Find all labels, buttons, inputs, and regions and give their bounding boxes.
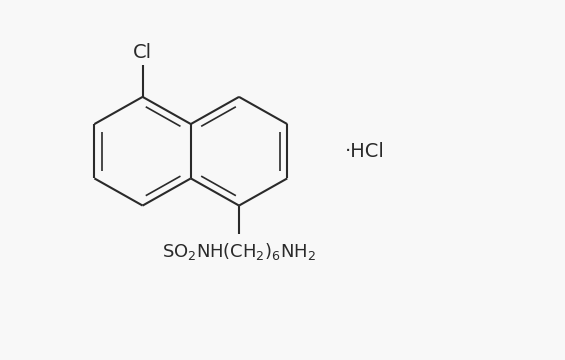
Text: ·HCl: ·HCl	[345, 142, 385, 161]
Text: $\mathregular{SO_2NH(CH_2)_6NH_2}$: $\mathregular{SO_2NH(CH_2)_6NH_2}$	[162, 241, 316, 262]
Text: Cl: Cl	[133, 43, 152, 62]
